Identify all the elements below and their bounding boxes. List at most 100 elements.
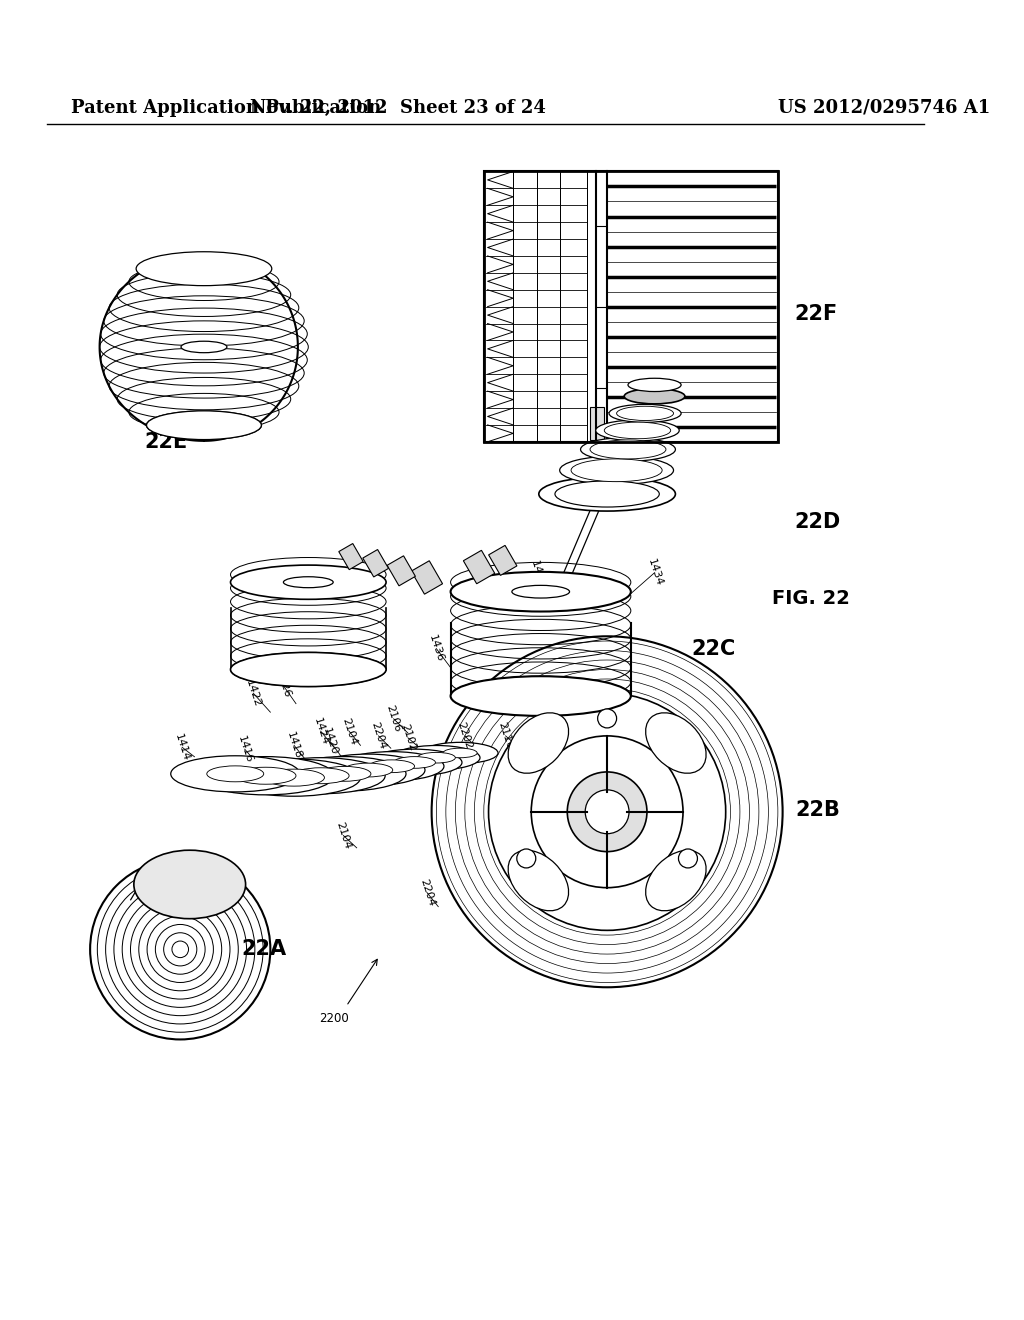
Ellipse shape xyxy=(256,758,385,793)
Ellipse shape xyxy=(628,379,681,392)
Text: 1416: 1416 xyxy=(236,734,254,764)
Bar xyxy=(607,231,776,261)
Ellipse shape xyxy=(283,756,406,791)
Ellipse shape xyxy=(134,850,246,919)
Text: 22F: 22F xyxy=(795,304,838,323)
Text: 2204: 2204 xyxy=(418,878,436,907)
Circle shape xyxy=(585,789,629,834)
Ellipse shape xyxy=(625,388,685,404)
Ellipse shape xyxy=(609,404,681,422)
Bar xyxy=(483,172,778,442)
Ellipse shape xyxy=(512,585,569,598)
Circle shape xyxy=(517,849,536,869)
Ellipse shape xyxy=(227,759,360,796)
Text: 1434: 1434 xyxy=(645,558,664,587)
Text: 2202: 2202 xyxy=(529,721,548,751)
Ellipse shape xyxy=(596,420,679,441)
Ellipse shape xyxy=(508,850,568,911)
Text: 2200: 2200 xyxy=(319,1012,349,1026)
Ellipse shape xyxy=(581,437,676,461)
Text: 22A: 22A xyxy=(242,940,287,960)
Ellipse shape xyxy=(292,768,349,784)
Ellipse shape xyxy=(146,411,261,440)
Text: 22C: 22C xyxy=(691,639,735,659)
FancyBboxPatch shape xyxy=(387,556,416,586)
Ellipse shape xyxy=(198,756,334,795)
Text: 2204: 2204 xyxy=(370,721,388,751)
Ellipse shape xyxy=(230,565,386,599)
Ellipse shape xyxy=(508,713,568,774)
Text: FIG. 22: FIG. 22 xyxy=(772,589,850,607)
Ellipse shape xyxy=(560,455,674,484)
Text: Patent Application Publication: Patent Application Publication xyxy=(71,99,381,117)
Text: 1436: 1436 xyxy=(427,634,445,664)
Bar xyxy=(483,172,778,442)
Bar xyxy=(590,408,604,440)
Text: 1414: 1414 xyxy=(173,733,191,762)
Ellipse shape xyxy=(590,440,666,459)
Text: 1412: 1412 xyxy=(528,560,547,590)
Text: 2202: 2202 xyxy=(456,721,474,751)
Text: 2112: 2112 xyxy=(564,719,582,748)
Text: 2104: 2104 xyxy=(334,821,352,850)
Bar xyxy=(607,351,776,381)
Ellipse shape xyxy=(171,756,300,792)
FancyBboxPatch shape xyxy=(362,549,388,577)
Circle shape xyxy=(531,735,683,887)
Circle shape xyxy=(598,709,616,727)
Ellipse shape xyxy=(616,407,674,421)
Ellipse shape xyxy=(284,577,333,587)
Ellipse shape xyxy=(393,746,480,770)
Ellipse shape xyxy=(207,766,264,781)
Ellipse shape xyxy=(317,767,371,781)
FancyBboxPatch shape xyxy=(412,561,442,594)
Ellipse shape xyxy=(230,652,386,686)
Ellipse shape xyxy=(604,422,671,438)
Text: 1424: 1424 xyxy=(311,717,330,746)
Bar xyxy=(607,412,776,442)
Text: 2110: 2110 xyxy=(497,721,515,751)
Text: US 2012/0295746 A1: US 2012/0295746 A1 xyxy=(778,99,990,117)
Text: 2106: 2106 xyxy=(385,704,402,734)
Circle shape xyxy=(432,636,782,987)
Text: 1420: 1420 xyxy=(321,726,339,756)
Ellipse shape xyxy=(136,252,271,285)
Ellipse shape xyxy=(181,341,227,352)
FancyBboxPatch shape xyxy=(339,544,364,570)
Bar xyxy=(607,172,776,202)
Text: 1426: 1426 xyxy=(273,669,292,700)
Ellipse shape xyxy=(646,850,707,911)
Text: 2104: 2104 xyxy=(340,717,358,746)
Text: 1418: 1418 xyxy=(285,730,303,760)
Ellipse shape xyxy=(418,752,456,763)
Ellipse shape xyxy=(443,748,477,758)
Ellipse shape xyxy=(236,767,296,784)
Ellipse shape xyxy=(451,676,631,715)
Ellipse shape xyxy=(343,763,393,777)
Text: 1422: 1422 xyxy=(244,678,262,709)
Text: 22D: 22D xyxy=(795,512,841,532)
Text: 22B: 22B xyxy=(796,800,840,820)
Ellipse shape xyxy=(571,459,663,482)
Ellipse shape xyxy=(368,750,462,776)
Circle shape xyxy=(488,693,726,931)
Text: 2108: 2108 xyxy=(617,717,635,747)
Ellipse shape xyxy=(539,477,676,511)
Ellipse shape xyxy=(393,756,435,768)
FancyBboxPatch shape xyxy=(488,545,517,576)
Ellipse shape xyxy=(369,760,415,772)
Ellipse shape xyxy=(340,751,444,781)
Ellipse shape xyxy=(311,754,425,785)
FancyBboxPatch shape xyxy=(464,550,495,583)
Ellipse shape xyxy=(264,770,325,787)
Ellipse shape xyxy=(646,713,707,774)
Text: 2102: 2102 xyxy=(398,723,417,752)
Text: 22E: 22E xyxy=(144,432,187,451)
Text: Nov. 22, 2012  Sheet 23 of 24: Nov. 22, 2012 Sheet 23 of 24 xyxy=(251,99,547,117)
Ellipse shape xyxy=(422,742,498,763)
Circle shape xyxy=(679,849,697,869)
Bar xyxy=(607,292,776,322)
Ellipse shape xyxy=(555,480,659,507)
Ellipse shape xyxy=(451,572,631,611)
Circle shape xyxy=(567,772,647,851)
